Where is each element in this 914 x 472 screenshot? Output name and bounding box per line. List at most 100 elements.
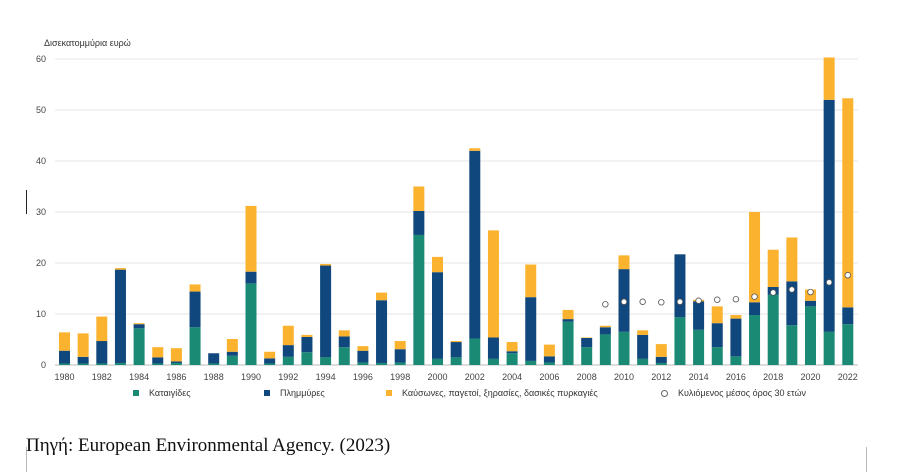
legend: Καταιγίδες Πλημμύρες Καύσωνες, παγετοί, … [0,388,914,402]
avg-point-2013 [676,298,684,305]
bar-2006-series-2 [543,344,555,357]
bar-2011-series-1 [637,334,649,359]
x-tick-label-1998: 1998 [390,372,410,382]
bar-1994-series-0 [320,357,332,365]
bar-2012-series-0 [655,362,667,365]
bar-1986-series-2 [170,348,182,362]
bar-1981-series-2 [77,333,89,357]
bar-1985-series-1 [152,357,164,364]
bar-2014-series-1 [693,301,705,330]
avg-point-2009 [602,301,609,308]
x-tick-label-2008: 2008 [577,372,597,382]
avg-point-2011 [639,298,646,305]
bar-2017-series-1 [749,302,761,316]
y-tick-label-0: 0 [41,360,46,370]
bar-1982-series-2 [96,316,108,342]
bar-1999-series-0 [413,234,425,365]
bar-2013-series-0 [674,317,686,365]
bar-2015-series-2 [711,306,723,324]
bar-2007-series-2 [562,309,574,320]
legend-swatch-floods [264,390,270,396]
legend-label-rolling-average: Κυλιόμενος μέσος όρος 30 ετών [678,388,807,398]
bar-2022-series-2 [842,98,854,308]
x-tick-label-1996: 1996 [353,372,373,382]
bar-2006-series-0 [543,362,555,365]
bar-1984-series-2 [133,323,145,325]
x-axis-tick-labels: 1980 1982 1984 1986 1988 1990 1992 1994 1996 1998… [54,372,857,382]
bar-2011-series-0 [637,358,649,365]
bar-2016-series-1 [730,318,742,357]
x-tick-label-2020: 2020 [800,372,820,382]
bar-2011-series-2 [637,330,649,335]
bar-2003-series-1 [487,337,499,359]
bar-2000-series-1 [432,272,443,359]
bar-1983-series-1 [114,269,126,363]
y-tick-label-50: 50 [36,105,46,115]
avg-point-2015 [714,296,721,303]
bar-1988-series-0 [208,363,220,365]
bar-2014-series-0 [693,329,705,365]
bar-2008-series-1 [581,337,593,348]
bar-1995-series-0 [338,347,350,365]
bar-2008-series-0 [581,347,593,365]
bar-2012-series-2 [655,344,667,357]
bar-2020-series-1 [805,300,816,307]
legend-item-rolling-average: Κυλιόμενος μέσος όρος 30 ετών [661,388,806,398]
legend-label-heat: Καύσωνες, παγετοί, ξηρασίες, δασικές πυρ… [402,388,598,398]
bar-2010-series-0 [618,331,630,365]
legend-item-storms: Καταιγίδες [133,388,191,398]
bar-2021-series-0 [823,331,835,365]
bar-2022-series-0 [842,324,854,365]
bar-1985-series-0 [152,363,164,365]
bar-2021-series-2 [823,57,835,100]
x-tick-label-1988: 1988 [204,372,224,382]
bar-2010-series-2 [618,255,630,270]
legend-label-floods: Πλημμύρες [280,388,325,398]
bar-1981-series-0 [77,363,89,365]
bar-2003-series-0 [487,358,499,365]
bar-2009-series-1 [599,327,611,335]
x-tick-label-1990: 1990 [241,372,261,382]
bar-1990-series-1 [245,271,257,284]
y-tick-label-30: 30 [36,207,46,217]
bar-2022-series-1 [842,307,854,325]
bar-2000-series-0 [432,358,443,365]
avg-point-2019 [788,286,796,293]
bar-2007-series-0 [562,321,574,365]
text-cursor [26,190,27,214]
avg-point-2014 [695,297,702,304]
bar-2021-series-1 [823,99,835,332]
bar-1994-series-1 [320,265,332,358]
bar-1998-series-1 [394,349,406,363]
bar-2012-series-1 [655,356,667,363]
bar-1982-series-1 [96,341,108,364]
page-edge-right [866,447,867,472]
legend-label-storms: Καταιγίδες [149,388,191,398]
avg-point-2017 [751,293,758,300]
bar-1993-series-2 [301,334,313,337]
bar-2017-series-2 [749,212,761,303]
legend-item-heat: Καύσωνες, παγετοί, ξηρασίες, δασικές πυρ… [386,388,598,398]
legend-swatch-rolling-average [661,389,668,397]
bar-2005-series-0 [525,360,537,365]
bar-1998-series-2 [394,341,406,350]
y-tick-label-40: 40 [36,156,46,166]
bar-2009-series-2 [599,325,611,328]
bar-2005-series-1 [525,297,537,361]
bar-2016-series-2 [730,315,742,319]
bar-1987-series-0 [189,327,201,365]
bar-2003-series-2 [487,230,499,338]
x-tick-label-1982: 1982 [92,372,112,382]
bar-1997-series-0 [376,362,388,365]
x-tick-label-2014: 2014 [689,372,709,382]
bar-1995-series-2 [338,330,350,337]
avg-point-2010 [620,298,628,305]
x-tick-label-1980: 1980 [54,372,74,382]
bar-2004-series-2 [506,342,518,352]
legend-swatch-heat [386,390,392,396]
avg-point-2012 [658,299,665,306]
y-tick-label-60: 60 [36,54,46,64]
bar-1987-series-1 [189,291,201,328]
x-tick-label-1986: 1986 [166,372,186,382]
